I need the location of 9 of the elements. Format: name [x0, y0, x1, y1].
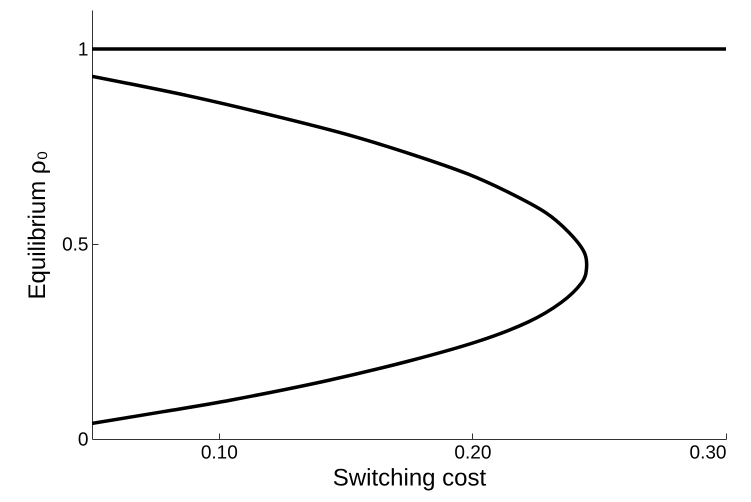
y-tick-label: 1	[78, 40, 88, 60]
y-tick-label: 0.5	[62, 234, 88, 256]
x-tick-label: 0.20	[454, 442, 492, 464]
y-axis-title: Equilibrium ρ₀	[24, 150, 52, 300]
y-tick-label: 0	[78, 430, 88, 450]
x-axis-title: Switching cost	[332, 464, 487, 492]
x-tick-label: 0.30	[690, 442, 726, 464]
x-tick-label: 0.10	[200, 442, 238, 464]
line-series	[92, 74, 588, 426]
